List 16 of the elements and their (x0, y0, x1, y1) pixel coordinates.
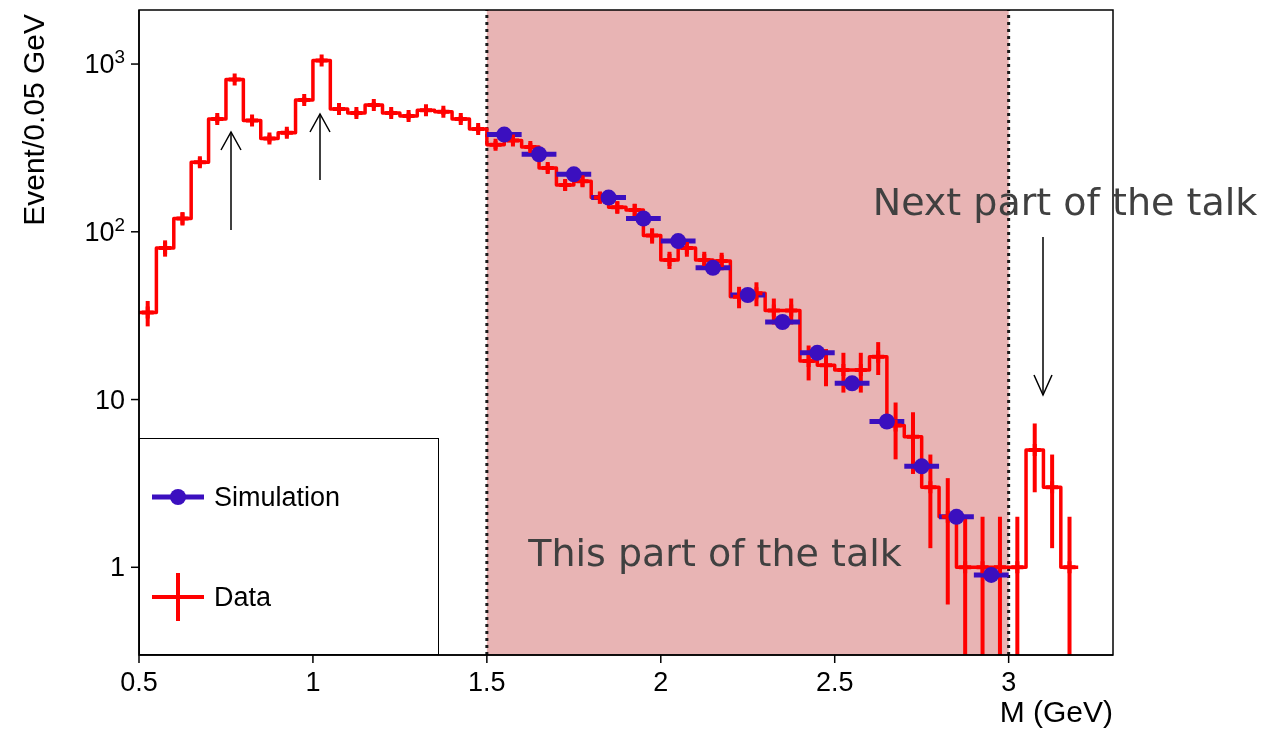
x-tick-label: 1 (305, 667, 321, 697)
y-tick-label: 1 (109, 552, 125, 583)
y-tick-label: 10 (94, 384, 125, 415)
x-tick-label: 3 (1001, 667, 1017, 697)
x-tick-label: 1.5 (468, 667, 506, 697)
legend-label: Simulation (214, 481, 341, 513)
x-tick-label: 2 (653, 667, 669, 697)
legend-label: Data (214, 581, 272, 613)
y-axis-title: Event/0.05 GeV (17, 14, 50, 226)
x-tick-label: 0.5 (120, 667, 158, 697)
x-tick-label: 2.5 (815, 667, 854, 697)
annotation: This part of the talk (527, 531, 902, 575)
y-tick-label: 10$^{3}$ (84, 45, 125, 80)
y-tick-label: 10$^{2}$ (84, 213, 125, 247)
x-axis-title: M (GeV) (999, 695, 1113, 728)
annotation: Next part of the talk (872, 180, 1258, 224)
